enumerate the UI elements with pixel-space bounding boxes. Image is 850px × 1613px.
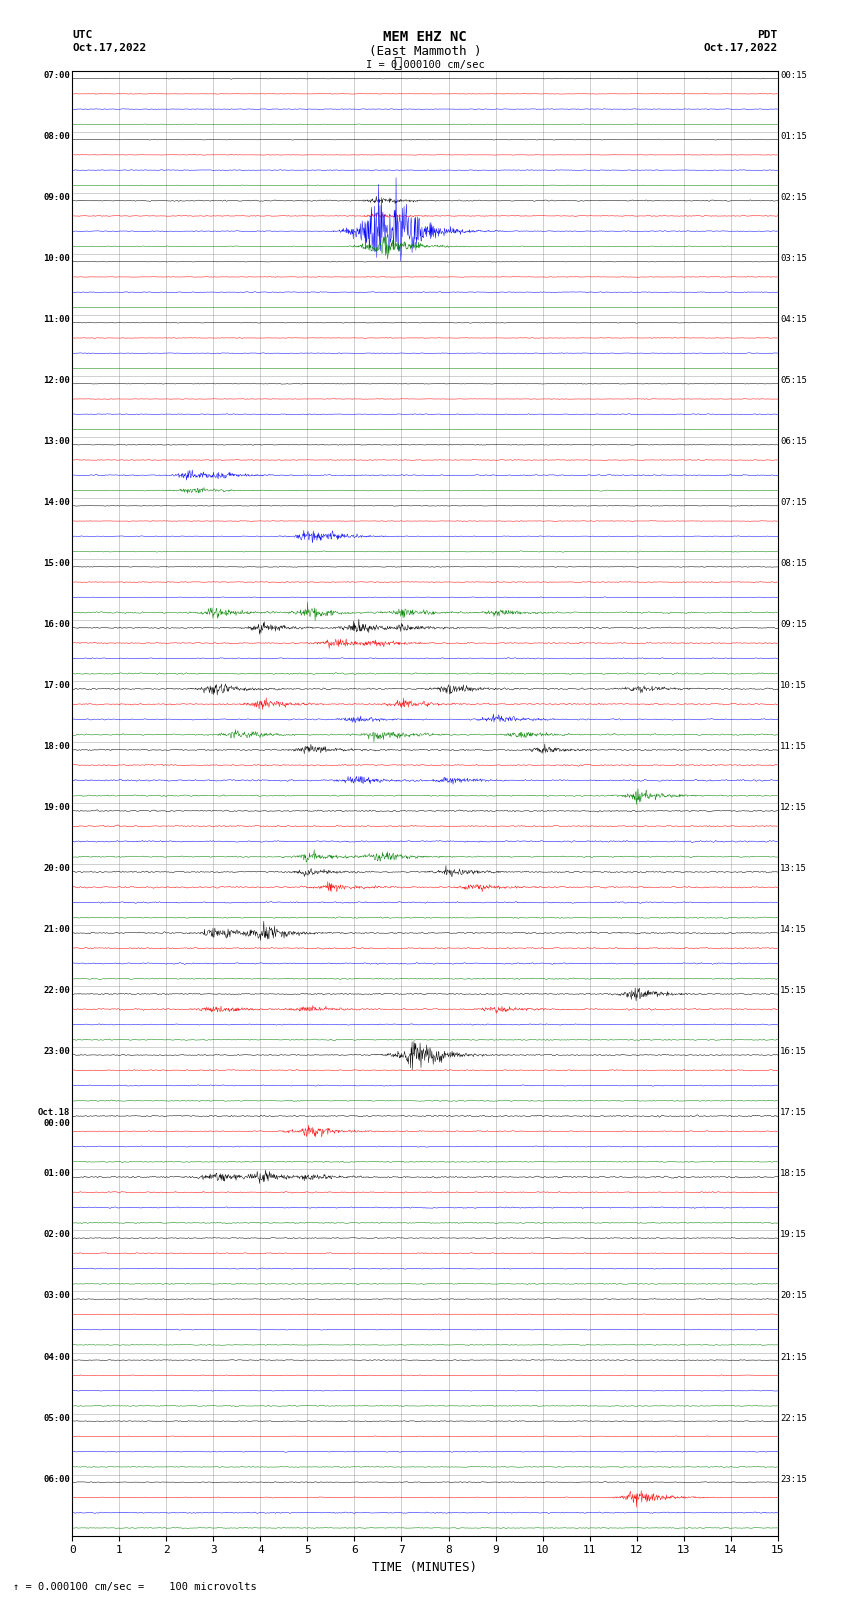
Text: 00:00: 00:00 (43, 1119, 71, 1129)
Text: 10:00: 10:00 (43, 255, 71, 263)
Text: 01:15: 01:15 (780, 132, 807, 140)
X-axis label: TIME (MINUTES): TIME (MINUTES) (372, 1561, 478, 1574)
Text: 02:15: 02:15 (780, 194, 807, 202)
Text: 07:15: 07:15 (780, 498, 807, 506)
Text: 00:15: 00:15 (780, 71, 807, 81)
Text: 21:00: 21:00 (43, 926, 71, 934)
Text: 18:00: 18:00 (43, 742, 71, 752)
Text: 17:15: 17:15 (780, 1108, 807, 1118)
Text: Oct.17,2022: Oct.17,2022 (704, 44, 778, 53)
Text: 17:00: 17:00 (43, 681, 71, 690)
Text: I = 0.000100 cm/sec: I = 0.000100 cm/sec (366, 60, 484, 71)
Text: 15:00: 15:00 (43, 560, 71, 568)
Text: 02:00: 02:00 (43, 1231, 71, 1239)
Text: 22:00: 22:00 (43, 987, 71, 995)
Text: Oct.17,2022: Oct.17,2022 (72, 44, 146, 53)
Text: 16:00: 16:00 (43, 621, 71, 629)
Text: 04:00: 04:00 (43, 1352, 71, 1361)
Text: (East Mammoth ): (East Mammoth ) (369, 45, 481, 58)
Text: 01:00: 01:00 (43, 1169, 71, 1179)
Text: 19:15: 19:15 (780, 1231, 807, 1239)
Text: 23:00: 23:00 (43, 1047, 71, 1057)
Text: 20:00: 20:00 (43, 865, 71, 873)
Text: 13:15: 13:15 (780, 865, 807, 873)
Text: 06:00: 06:00 (43, 1474, 71, 1484)
Text: 13:00: 13:00 (43, 437, 71, 447)
Text: UTC: UTC (72, 31, 93, 40)
Text: ↑ = 0.000100 cm/sec =    100 microvolts: ↑ = 0.000100 cm/sec = 100 microvolts (13, 1582, 257, 1592)
Text: Oct.18: Oct.18 (38, 1108, 71, 1118)
Text: 09:00: 09:00 (43, 194, 71, 202)
Text: 22:15: 22:15 (780, 1413, 807, 1423)
Text: 14:00: 14:00 (43, 498, 71, 506)
Text: 12:15: 12:15 (780, 803, 807, 813)
Text: 08:00: 08:00 (43, 132, 71, 140)
Text: 07:00: 07:00 (43, 71, 71, 81)
Text: 20:15: 20:15 (780, 1292, 807, 1300)
Text: 04:15: 04:15 (780, 315, 807, 324)
Text: 06:15: 06:15 (780, 437, 807, 447)
Text: 03:15: 03:15 (780, 255, 807, 263)
Text: 15:15: 15:15 (780, 987, 807, 995)
Text: 18:15: 18:15 (780, 1169, 807, 1179)
Text: 09:15: 09:15 (780, 621, 807, 629)
Text: 21:15: 21:15 (780, 1352, 807, 1361)
Text: 11:00: 11:00 (43, 315, 71, 324)
Text: 12:00: 12:00 (43, 376, 71, 386)
Text: 16:15: 16:15 (780, 1047, 807, 1057)
Text: 05:00: 05:00 (43, 1413, 71, 1423)
Text: MEM EHZ NC: MEM EHZ NC (383, 31, 467, 44)
Text: ⎸: ⎸ (394, 56, 402, 71)
Text: 19:00: 19:00 (43, 803, 71, 813)
Text: 03:00: 03:00 (43, 1292, 71, 1300)
Text: 11:15: 11:15 (780, 742, 807, 752)
Text: 08:15: 08:15 (780, 560, 807, 568)
Text: PDT: PDT (757, 31, 778, 40)
Text: 23:15: 23:15 (780, 1474, 807, 1484)
Text: 10:15: 10:15 (780, 681, 807, 690)
Text: 14:15: 14:15 (780, 926, 807, 934)
Text: 05:15: 05:15 (780, 376, 807, 386)
